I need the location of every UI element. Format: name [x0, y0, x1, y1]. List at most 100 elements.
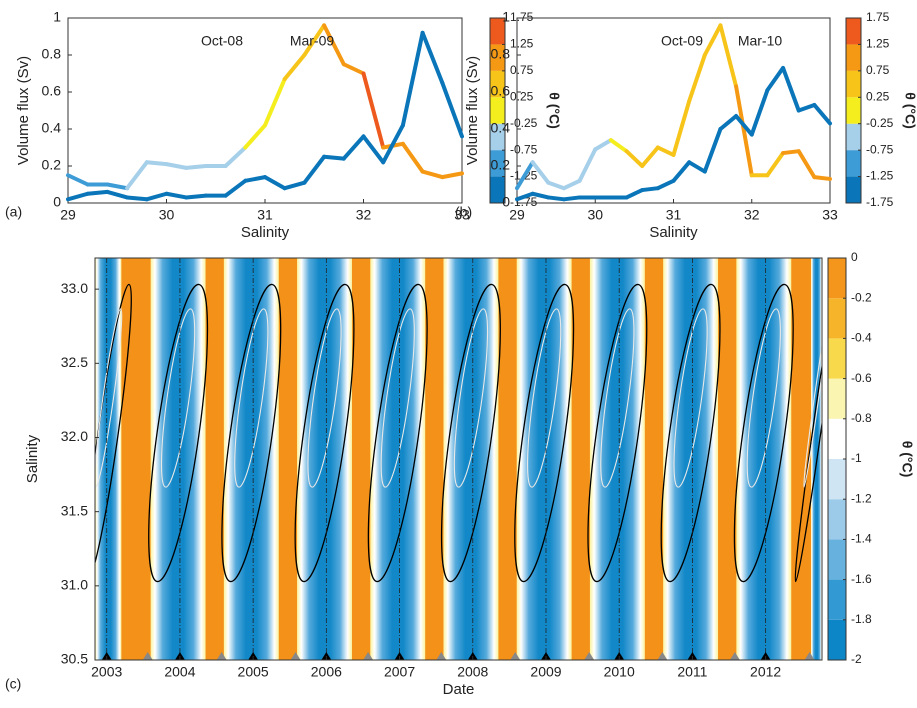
- line-segment: [671, 160, 692, 183]
- contour-inner: [803, 308, 822, 488]
- x-tick-label: 30: [587, 207, 603, 223]
- contour-outer: [794, 283, 822, 583]
- x-tick-label: 32: [356, 207, 372, 223]
- line-segment: [577, 147, 598, 183]
- colorbar-frame: [845, 17, 862, 204]
- line-segment: [164, 162, 189, 170]
- marker-gray: [436, 652, 447, 660]
- line-segment: [243, 123, 267, 150]
- line-segment: [66, 173, 90, 187]
- line-segment: [322, 154, 346, 161]
- x-tick-label: 31: [666, 207, 682, 223]
- colorbar-tick-label: 1.75: [510, 10, 534, 24]
- colorbar-tick-label: -0.8: [851, 411, 872, 425]
- line-segment: [515, 160, 535, 191]
- line-segment: [734, 114, 754, 137]
- colorbar-tick-label: -1.75: [866, 195, 894, 209]
- line-segment: [125, 160, 149, 191]
- contour-outer: [367, 283, 428, 583]
- line-segment: [687, 160, 707, 174]
- contour-outer: [221, 283, 282, 583]
- contour-outer: [587, 283, 648, 583]
- colorbar-band: [490, 150, 505, 177]
- y-tick-label: 0: [502, 194, 510, 210]
- line-segment: [361, 71, 386, 150]
- line-segment: [655, 145, 676, 157]
- colorbar-tick-label: -0.6: [851, 371, 872, 385]
- x-tick-label: 29: [509, 207, 525, 223]
- x-tick-label: 33: [822, 207, 838, 223]
- line-segment: [734, 84, 754, 178]
- line-segment: [781, 65, 801, 113]
- colorbar-band: [846, 97, 861, 124]
- y-tick-label: 0.6: [42, 83, 62, 99]
- x-tick-label: 2006: [311, 664, 342, 680]
- colorbar-band: [846, 123, 861, 151]
- contour-outer: [514, 283, 575, 583]
- y-axis-label: Volume flux (Sv): [464, 56, 481, 165]
- colorbar-band: [490, 97, 505, 124]
- panel: 29 30 31 32 33 0 0.2 0.4 0.6 0.8 1 Salinity Volume f…: [5, 9, 562, 241]
- line-segment: [530, 191, 551, 200]
- line-segment: [593, 138, 613, 152]
- line-segment: [530, 160, 551, 185]
- y-tick-label: 0.6: [491, 83, 511, 99]
- y-tick-label: 1: [53, 9, 61, 25]
- line-segment: [608, 138, 629, 154]
- x-axis-label: Date: [443, 681, 475, 698]
- y-tick-label: 30.5: [61, 651, 88, 667]
- line-segment: [546, 180, 566, 191]
- colorbar-band: [828, 258, 846, 299]
- colorbar-frame: [489, 17, 506, 204]
- line-segment: [184, 193, 208, 200]
- y-tick-label: 0.8: [42, 46, 62, 62]
- line-segment: [812, 102, 832, 126]
- colorbar-band: [490, 18, 505, 45]
- colorbar-band: [846, 70, 861, 98]
- line-segment: [400, 141, 425, 174]
- colorbar-band: [846, 44, 861, 71]
- colorbar-band: [828, 338, 846, 379]
- y-tick-label: 33.0: [61, 280, 88, 296]
- contour-outer: [660, 283, 721, 583]
- line-segment: [302, 23, 327, 57]
- line-segment: [702, 127, 723, 174]
- line-segment: [420, 30, 445, 85]
- x-tick-label: 30: [159, 207, 175, 223]
- x-tick-label: 2010: [604, 664, 635, 680]
- x-tick-label: 2003: [91, 664, 122, 680]
- line-segment: [341, 134, 366, 161]
- line-segment: [671, 99, 692, 157]
- line-segment: [282, 53, 307, 82]
- marker-gray: [216, 652, 227, 660]
- marker-gray: [584, 652, 595, 660]
- contour-outer: [440, 283, 501, 583]
- marker-gray: [142, 652, 153, 660]
- marker-gray: [657, 652, 668, 660]
- panel-label: (c): [5, 676, 21, 692]
- line-segment: [361, 134, 386, 165]
- y-tick-label: 0.4: [42, 120, 62, 136]
- line-segment: [561, 178, 582, 191]
- y-tick-label: 0.8: [491, 46, 511, 62]
- line-segment: [812, 175, 832, 181]
- line-segment: [105, 189, 130, 200]
- colorbar-tick-label: -1.25: [866, 169, 894, 183]
- colorbar-band: [828, 459, 846, 500]
- colorbar-label: θ (°C): [899, 441, 915, 478]
- x-tick-label: 2009: [530, 664, 561, 680]
- x-axis-label: Salinity: [649, 224, 698, 241]
- colorbar-band: [828, 579, 846, 620]
- colorbar-band: [846, 18, 861, 45]
- colorbar-tick-label: -0.4: [851, 331, 872, 345]
- colorbar-tick-label: -1.8: [851, 612, 872, 626]
- line-segment: [440, 80, 464, 139]
- field: [95, 258, 822, 660]
- x-tick-label: 32: [744, 207, 760, 223]
- y-tick-label: 31.5: [61, 502, 88, 518]
- line-segment: [702, 23, 723, 57]
- annotation: Oct-09: [661, 33, 703, 49]
- contour-inner: [453, 308, 489, 488]
- line-segment: [184, 164, 208, 170]
